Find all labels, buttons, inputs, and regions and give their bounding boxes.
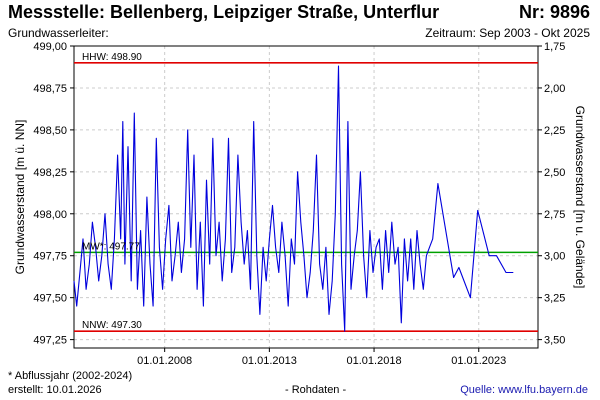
- y-tick-label: 498,50: [33, 125, 67, 137]
- y-tick-label: 499,00: [33, 41, 67, 53]
- y-tick-label: 497,50: [33, 293, 67, 305]
- page-title: Messstelle: Bellenberg, Leipziger Straße…: [8, 2, 440, 22]
- y2-axis-label: Grundwasserstand [m u. Gelände]: [573, 106, 587, 289]
- y-tick-label: 497,75: [33, 251, 67, 263]
- reference-lines: [74, 61, 538, 333]
- reference-labels: HHW: 498.90 MW*: 497.77 NNW: 497.30: [82, 52, 142, 331]
- y-axis-label: Grundwasserstand [m ü. NN]: [13, 120, 27, 275]
- y2-tick-label: 2,00: [544, 83, 565, 95]
- y2-tick-label: 3,25: [544, 293, 565, 305]
- x-tick-label: 01.01.2023: [451, 355, 506, 367]
- series-line: [73, 65, 514, 332]
- y2-tick-label: 2,75: [544, 209, 565, 221]
- y2-tick-label: 1,75: [544, 41, 565, 53]
- x-tick-label: 01.01.2018: [347, 355, 402, 367]
- period-label: Zeitraum: Sep 2003 - Okt 2025: [425, 26, 590, 40]
- y-axis-left: 497,25 497,50 497,75 498,00 498,25 498,50 498,…: [33, 41, 74, 347]
- station-number: Nr: 9896: [518, 2, 590, 22]
- aquifer-label: Grundwasserleiter:: [8, 26, 109, 40]
- raw-data-label: - Rohdaten -: [285, 384, 347, 396]
- footnote: * Abflussjahr (2002-2024): [8, 370, 133, 382]
- y-tick-label: 498,75: [33, 83, 67, 95]
- data-series: [73, 65, 514, 332]
- nnw-label: NNW: 497.30: [82, 320, 142, 331]
- y2-tick-label: 2,25: [544, 125, 565, 137]
- y-tick-label: 497,25: [33, 335, 67, 347]
- y-tick-label: 498,25: [33, 167, 67, 179]
- y2-tick-label: 3,00: [544, 251, 565, 263]
- x-axis: 01.01.2008 01.01.2013 01.01.2018 01.01.2023: [137, 348, 506, 367]
- y-axis-right: 1,75 2,00 2,25 2,50 2,75 3,00 3,25 3,50: [538, 41, 565, 347]
- y2-tick-label: 2,50: [544, 167, 565, 179]
- plot-area: [73, 45, 539, 349]
- y2-tick-label: 3,50: [544, 335, 565, 347]
- created-date: erstellt: 10.01.2026: [8, 384, 102, 396]
- source-link[interactable]: Quelle: www.lfu.bayern.de: [460, 384, 588, 396]
- hhw-label: HHW: 498.90: [82, 52, 142, 63]
- x-tick-label: 01.01.2013: [242, 355, 297, 367]
- mw-label: MW*: 497.77: [82, 241, 140, 252]
- y-tick-label: 498,00: [33, 209, 67, 221]
- x-tick-label: 01.01.2008: [137, 355, 192, 367]
